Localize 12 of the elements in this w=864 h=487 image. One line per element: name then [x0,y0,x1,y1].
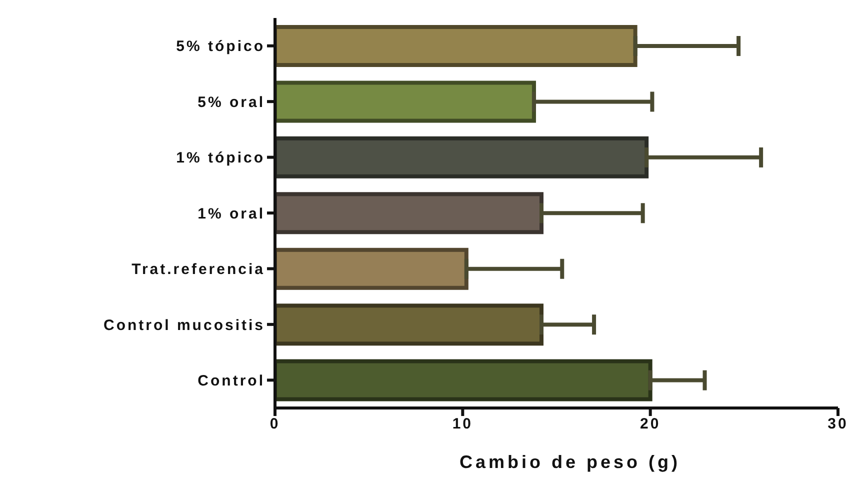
y-tick-label: 5% tópico [176,38,265,56]
y-tick-label: Control [198,372,265,390]
x-tick-label: 20 [640,416,661,433]
x-tick-label: 10 [452,416,474,433]
y-tick-label: Trat.referencia [132,261,265,278]
x-tick-label: 0 [270,416,280,433]
y-tick-label: 1% oral [198,205,265,222]
y-tick-label: 1% tópico [176,150,265,167]
x-axis-title: Cambio de peso (g) [459,452,681,472]
y-tick-label: 5% oral [198,94,265,111]
x-tick-label: 30 [828,416,848,433]
y-tick-label: Control mucositis [103,316,265,334]
